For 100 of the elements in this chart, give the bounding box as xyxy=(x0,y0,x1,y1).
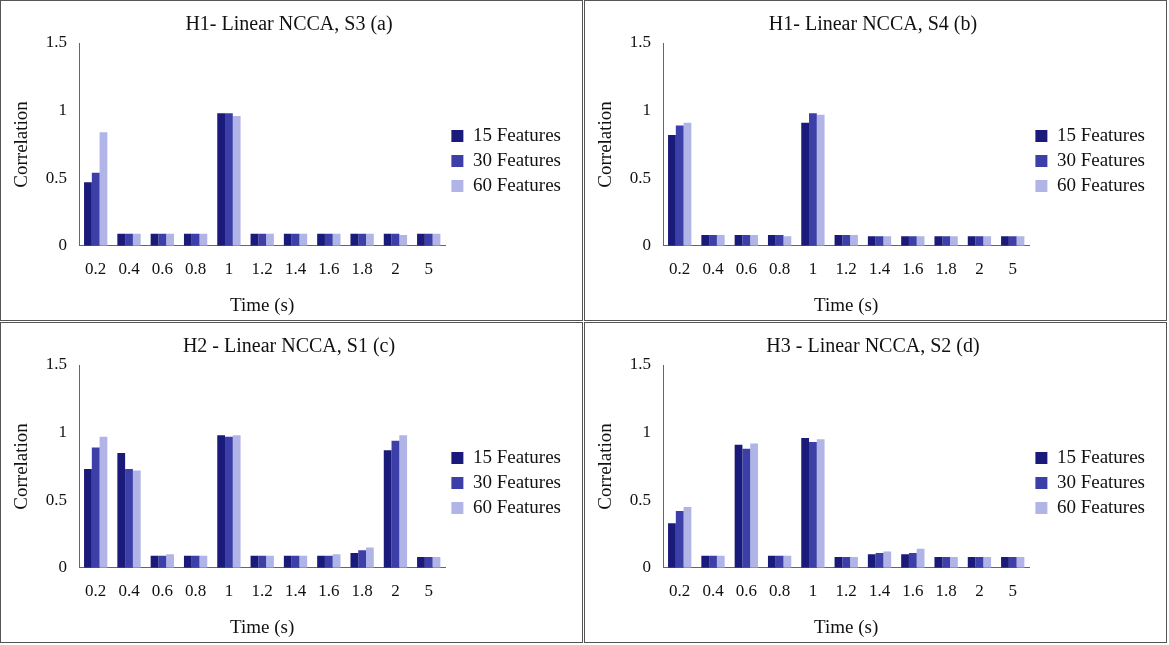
bar xyxy=(117,233,126,246)
y-tick-label: 1 xyxy=(58,100,68,120)
bar xyxy=(934,236,943,246)
bar xyxy=(783,236,792,246)
bar xyxy=(883,236,892,246)
x-tick-label: 2 xyxy=(975,581,984,601)
bar xyxy=(350,233,359,246)
bar xyxy=(883,551,892,568)
legend-label: 30 Features xyxy=(472,470,562,492)
bar xyxy=(950,556,958,568)
x-tick-label: 0.4 xyxy=(118,259,141,279)
bar xyxy=(950,236,958,246)
x-tick-label: 0.2 xyxy=(669,259,691,279)
x-tick-label: 2 xyxy=(391,259,400,279)
x-tick-label: 1.4 xyxy=(868,259,891,279)
x-tick-label: 1.8 xyxy=(935,581,957,601)
x-tick-label: 5 xyxy=(1008,259,1017,279)
y-tick-label: 0 xyxy=(642,235,652,255)
bar xyxy=(783,555,792,568)
legend-label: 60 Features xyxy=(1056,495,1146,517)
bar xyxy=(99,132,108,246)
bar xyxy=(908,236,917,246)
x-tick-label: 1.8 xyxy=(351,259,373,279)
x-tick-label: 1 xyxy=(808,581,818,601)
bar xyxy=(809,442,817,568)
x-tick-label: 0.4 xyxy=(118,581,141,601)
y-tick-label: 1.5 xyxy=(629,354,652,374)
bar xyxy=(283,555,292,568)
bar xyxy=(867,554,876,568)
bar xyxy=(742,234,751,246)
y-tick-label: 1 xyxy=(642,100,652,120)
x-tick-label: 1.6 xyxy=(902,259,924,279)
y-tick-label: 0 xyxy=(642,557,652,577)
bar xyxy=(91,447,100,568)
bar xyxy=(283,233,292,246)
bar xyxy=(324,555,333,568)
bar xyxy=(942,556,951,568)
bar xyxy=(232,435,241,568)
bar xyxy=(767,234,776,246)
y-tick-label: 0.5 xyxy=(629,167,652,187)
bar xyxy=(132,233,141,246)
x-axis-title: Time (s) xyxy=(814,293,879,316)
x-tick-label: 1.6 xyxy=(318,259,340,279)
x-tick-label: 2 xyxy=(975,259,984,279)
bar xyxy=(217,113,226,246)
bar xyxy=(901,236,909,246)
bar xyxy=(266,555,274,568)
x-tick-label: 5 xyxy=(1008,581,1017,601)
bar xyxy=(816,439,825,568)
bar xyxy=(232,116,241,246)
bar xyxy=(158,555,167,568)
bar xyxy=(716,555,725,568)
legend-label: 30 Features xyxy=(472,148,562,170)
x-tick-label: 1.2 xyxy=(251,259,273,279)
x-tick-label: 0.6 xyxy=(735,581,757,601)
bar xyxy=(399,435,408,568)
bar xyxy=(675,125,684,246)
bar xyxy=(417,556,425,568)
legend-label: 30 Features xyxy=(1056,470,1146,492)
bar xyxy=(266,233,274,246)
x-tick-label: 1.8 xyxy=(351,581,373,601)
bar xyxy=(424,556,433,568)
y-axis-title: Correlation xyxy=(10,422,32,510)
x-tick-label: 0.8 xyxy=(768,259,791,279)
bar xyxy=(317,233,325,246)
bar xyxy=(701,234,710,246)
y-tick-label: 1 xyxy=(642,422,652,442)
bar xyxy=(742,448,751,568)
x-axis-title: Time (s) xyxy=(230,615,295,638)
bar xyxy=(867,236,876,246)
bar xyxy=(183,233,192,246)
y-axis-title: Correlation xyxy=(594,422,616,510)
bar xyxy=(983,556,992,568)
bar xyxy=(809,113,817,246)
bar xyxy=(299,233,308,246)
chart-title: H1- Linear NCCA, S3 (a) xyxy=(185,12,393,36)
bar xyxy=(317,555,325,568)
x-tick-label: 1 xyxy=(224,259,234,279)
bar xyxy=(299,555,308,568)
bar xyxy=(125,469,133,568)
y-tick-label: 0 xyxy=(58,235,68,255)
bar xyxy=(1001,236,1009,246)
x-tick-label: 0.2 xyxy=(85,581,107,601)
y-tick-label: 0.5 xyxy=(45,167,68,187)
x-tick-label: 1.2 xyxy=(835,581,857,601)
bar xyxy=(125,233,133,246)
y-axis-title: Correlation xyxy=(10,100,32,188)
x-tick-label: 5 xyxy=(424,259,433,279)
bar xyxy=(850,234,858,246)
bar xyxy=(399,234,408,246)
bar xyxy=(983,236,992,246)
legend-label: 15 Features xyxy=(1056,445,1146,467)
x-tick-label: 1.4 xyxy=(284,581,307,601)
chart-title: H1- Linear NCCA, S4 (b) xyxy=(768,12,978,36)
x-tick-label: 1.4 xyxy=(284,259,307,279)
bar xyxy=(225,113,233,246)
bar xyxy=(358,233,367,246)
y-tick-label: 0.5 xyxy=(629,489,652,509)
x-axis-title: Time (s) xyxy=(814,615,879,638)
bar xyxy=(668,134,676,246)
